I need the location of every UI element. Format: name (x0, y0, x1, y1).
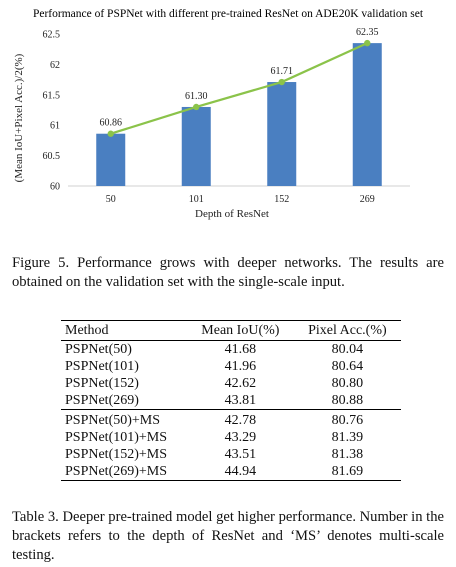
pixacc-cell: 80.04 (331, 342, 364, 357)
table-row: PSPNet(269)+MS 44.94 81.69 (61, 463, 401, 481)
table-row: PSPNet(101) 41.96 80.64 (61, 358, 401, 375)
data-labels: 60.86 61.30 61.71 62.35 (100, 27, 379, 129)
pixacc-cell: 80.64 (331, 359, 364, 374)
table-row: PSPNet(50) 41.68 80.04 (61, 341, 401, 359)
miou-cell: 41.96 (224, 359, 257, 374)
trend-line (107, 39, 371, 137)
pixacc-cell: 80.76 (293, 409, 401, 429)
bars (96, 43, 382, 187)
trend-point (107, 130, 114, 137)
trend-line-path (110, 42, 368, 135)
pixacc-cell: 81.69 (293, 463, 401, 481)
y-tick-label: 62.5 (43, 30, 61, 41)
trend-point (364, 39, 371, 47)
miou-cell: 42.78 (187, 409, 294, 429)
table-caption: Table 3. Deeper pre-trained model get hi… (12, 509, 444, 563)
x-tick-label: 101 (189, 194, 204, 205)
bar (96, 133, 126, 186)
method-cell: PSPNet(269)+MS (61, 463, 187, 481)
method-cell: PSPNet(269) (61, 392, 187, 410)
miou-cell: 43.29 (224, 430, 257, 445)
pixacc-cell: 80.88 (293, 392, 401, 410)
x-tick-label: 50 (106, 194, 116, 205)
table-row: PSPNet(101)+MS 43.29 81.39 (61, 429, 401, 446)
bar (267, 82, 297, 186)
table-row: PSPNet(152)+MS 43.51 81.38 (61, 446, 401, 463)
chart-canvas: Performance of PSPNet with different pre… (13, 8, 424, 220)
data-label: 60.86 (100, 118, 123, 129)
method-cell: PSPNet(50) (65, 342, 132, 357)
pixacc-cell: 81.39 (331, 430, 364, 445)
miou-cell: 44.94 (187, 463, 294, 481)
x-axis-label: Depth of ResNet (195, 208, 269, 220)
miou-cell: 43.51 (224, 447, 257, 462)
table-header-row: Method Mean IoU(%) Pixel Acc.(%) (61, 320, 401, 341)
data-label: 62.35 (356, 27, 379, 38)
chart-title: Performance of PSPNet with different pre… (33, 8, 424, 20)
pixacc-cell: 80.80 (331, 376, 364, 391)
y-axis-ticks: 60 60.5 61 61.5 62 62.5 (43, 30, 61, 193)
y-tick-label: 60.5 (43, 151, 61, 162)
y-tick-label: 60 (50, 182, 60, 193)
method-cell: PSPNet(152)+MS (65, 447, 168, 462)
y-tick-label: 62 (50, 60, 60, 71)
method-cell: PSPNet(152) (65, 376, 139, 391)
header-method: Method (61, 320, 187, 341)
bar (352, 43, 382, 187)
y-axis-label: (Mean IoU+Pixel Acc.)/2(%) (13, 53, 25, 182)
x-tick-label: 152 (274, 194, 289, 205)
x-axis-ticks: 50 101 152 269 (106, 194, 375, 205)
header-pixacc: Pixel Acc.(%) (293, 320, 401, 341)
single-scale-rows: PSPNet(50) 41.68 80.04 PSPNet(101) 41.96 80.6… (61, 341, 401, 410)
bar-chart: Performance of PSPNet with different pre… (0, 0, 456, 232)
table-row: PSPNet(269) 43.81 80.88 (61, 392, 401, 410)
results-table: Method Mean IoU(%) Pixel Acc.(%) PSPNet(… (61, 320, 401, 481)
method-cell: PSPNet(50)+MS (61, 409, 187, 429)
table-row: PSPNet(152) 42.62 80.80 (61, 375, 401, 392)
multi-scale-rows: PSPNet(50)+MS 42.78 80.76 PSPNet(101)+MS 43.… (61, 409, 401, 481)
data-label: 61.30 (185, 91, 208, 102)
method-cell: PSPNet(101) (65, 359, 139, 374)
table-row: PSPNet(50)+MS 42.78 80.76 (61, 409, 401, 429)
method-cell: PSPNet(101)+MS (65, 430, 168, 445)
trend-point (193, 103, 200, 111)
x-tick-label: 269 (360, 194, 375, 205)
figure-caption: Figure 5. Performance grows with deeper … (12, 255, 444, 290)
y-tick-label: 61.5 (43, 90, 61, 101)
miou-cell: 41.68 (224, 342, 257, 357)
miou-cell: 42.62 (224, 376, 257, 391)
trend-point (278, 78, 285, 86)
data-label: 61.71 (271, 66, 294, 77)
y-tick-label: 61 (50, 121, 60, 132)
header-miou: Mean IoU(%) (187, 320, 294, 341)
miou-cell: 43.81 (187, 392, 294, 410)
pixacc-cell: 81.38 (331, 447, 364, 462)
bar (181, 106, 211, 186)
